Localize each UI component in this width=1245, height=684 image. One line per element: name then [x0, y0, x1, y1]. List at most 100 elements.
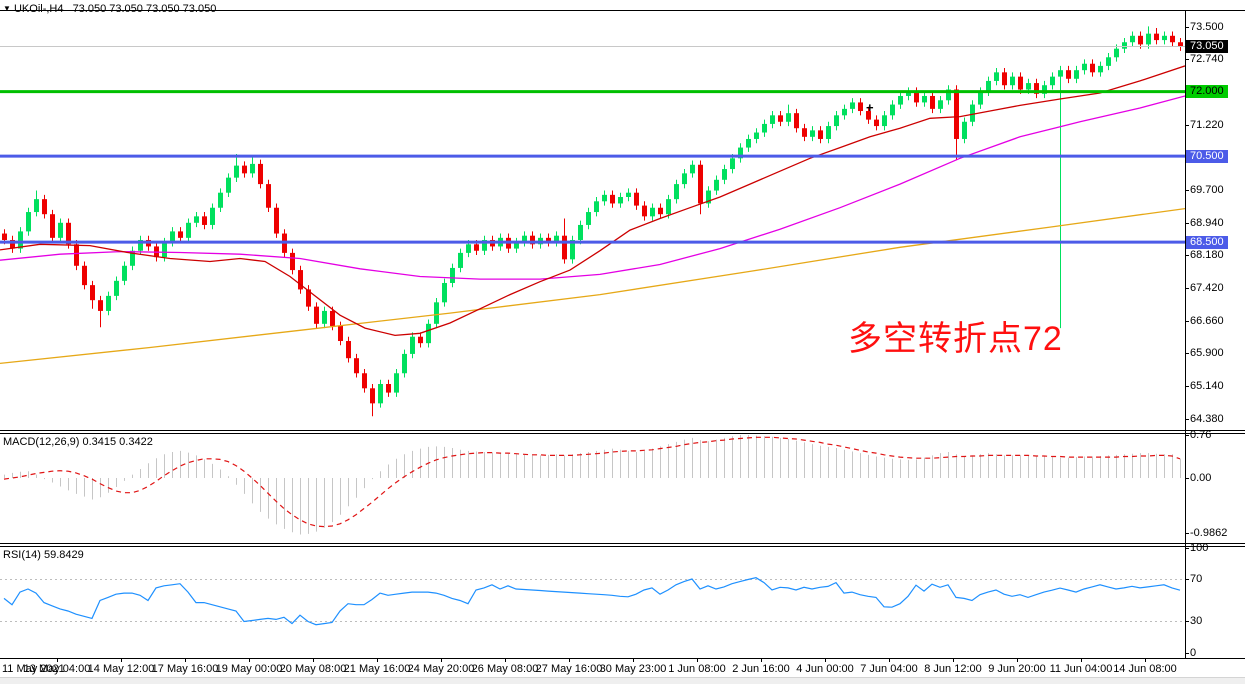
rsi-panel-canvas[interactable]	[0, 547, 1185, 658]
candle-bear	[1034, 83, 1039, 94]
time-axis-tick	[953, 658, 954, 662]
candle-bull	[786, 113, 791, 122]
candle-bear	[178, 231, 183, 238]
candle-bear	[818, 130, 823, 139]
ohlc-values: 73.050 73.050 73.050 73.050	[72, 3, 217, 15]
time-tick-label: 17 May 16:00	[151, 663, 219, 675]
time-tick-label: 11 May 2021	[2, 663, 65, 675]
time-tick-label: 24 May 20:00	[407, 663, 475, 675]
time-axis-tick	[825, 658, 826, 662]
macd-rsi-separator-b[interactable]	[0, 546, 1245, 547]
candle-bull	[1042, 85, 1047, 94]
macd-tick-label: 0.76	[1190, 428, 1212, 441]
candle-bear	[866, 111, 871, 120]
ma-fast-red	[0, 65, 1185, 337]
candle-bear	[642, 205, 647, 217]
main-macd-separator-b[interactable]	[0, 433, 1245, 434]
candle-bear	[914, 91, 919, 103]
price-level-label-68500: 68.500	[1186, 235, 1228, 249]
time-axis-tick	[697, 658, 698, 662]
time-axis-tick	[313, 658, 314, 662]
candle-bear	[1178, 42, 1183, 47]
candle-bull	[738, 147, 743, 159]
macd-axis-tick	[1185, 533, 1189, 535]
macd-axis-tick	[1185, 477, 1189, 479]
time-axis-tick	[185, 658, 186, 662]
candle-bear	[802, 128, 807, 137]
macd-panel-canvas[interactable]	[0, 434, 1185, 543]
candle-bull	[842, 108, 847, 116]
candle-bull	[978, 91, 983, 105]
candle-bull	[1114, 48, 1119, 58]
candle-bull	[690, 164, 695, 174]
candle-bear	[362, 373, 367, 389]
time-tick-label: 1 Jun 08:00	[668, 663, 726, 675]
candle-bull	[970, 104, 975, 122]
candle-bear	[562, 235, 567, 260]
candle-bull	[1050, 76, 1055, 86]
candle-bear	[202, 216, 207, 225]
candle-bear	[930, 95, 935, 109]
candle-bear	[546, 237, 551, 243]
candle-bull	[186, 222, 191, 238]
price-level-label-72000: 72.000	[1186, 85, 1228, 99]
candle-bull	[722, 169, 727, 180]
candle-bull	[554, 235, 559, 243]
candle-bear	[306, 289, 311, 307]
candle-bull	[746, 138, 751, 148]
candle-bull	[650, 207, 655, 217]
candle-bull	[762, 123, 767, 133]
time-tick-label: 19 May 00:00	[215, 663, 283, 675]
main-macd-separator-a[interactable]	[0, 430, 1245, 431]
candle-bull	[946, 89, 951, 101]
time-tick-label: 2 Jun 16:00	[732, 663, 790, 675]
macd-tick-label: -0.9862	[1190, 527, 1228, 540]
macd-rsi-separator-a[interactable]	[0, 543, 1245, 544]
candle-bull	[322, 310, 327, 324]
candle-bull	[730, 158, 735, 170]
candle-bull	[250, 163, 255, 174]
candle-bull	[482, 239, 487, 251]
candle-bull	[962, 121, 967, 139]
candle-bull	[602, 194, 607, 202]
time-axis-tick	[249, 658, 250, 662]
candle-bear	[42, 199, 47, 215]
rsi-tick-label: 30	[1190, 615, 1203, 627]
time-tick-label: 4 Jun 00:00	[796, 663, 854, 675]
time-axis-tick	[377, 658, 378, 662]
price-chart-canvas[interactable]	[0, 10, 1185, 430]
price-tick-label: 64.380	[1190, 412, 1224, 425]
time-tick-label: 27 May 16:00	[535, 663, 603, 675]
time-axis-tick	[1145, 658, 1146, 662]
candle-bear	[370, 388, 375, 404]
candle-bull	[394, 373, 399, 393]
candle-bull	[1162, 35, 1167, 41]
candle-bear	[82, 265, 87, 286]
candle-bear	[298, 270, 303, 290]
candle-bull	[994, 72, 999, 81]
price-tick-label: 65.900	[1190, 347, 1224, 360]
time-axis-tick	[57, 658, 58, 662]
rsi-label: RSI(14) 59.8429	[3, 549, 84, 561]
candle-bear	[858, 102, 863, 112]
candle-bull	[834, 115, 839, 127]
rsi-axis-tick	[1185, 652, 1189, 654]
time-tick-label: 13 May 04:00	[23, 663, 91, 675]
price-axis-tick	[1185, 124, 1189, 126]
time-tick-label: 8 Jun 12:00	[924, 663, 982, 675]
annotation-text[interactable]: 多空转折点72	[848, 320, 1063, 358]
price-axis-tick	[1185, 255, 1189, 257]
candle-bull	[1074, 70, 1079, 79]
time-tick-label: 26 May 08:00	[471, 663, 539, 675]
candle-bull	[170, 231, 175, 243]
candle-bull	[1106, 57, 1111, 66]
candle-bull	[922, 95, 927, 103]
candle-bull	[570, 239, 575, 260]
candle-bull	[210, 207, 215, 225]
candle-bull	[586, 212, 591, 225]
candle-bear	[634, 192, 639, 206]
rsi-axis-tick	[1185, 621, 1189, 622]
candle-bull	[18, 231, 23, 249]
candle-bull	[1058, 70, 1063, 77]
